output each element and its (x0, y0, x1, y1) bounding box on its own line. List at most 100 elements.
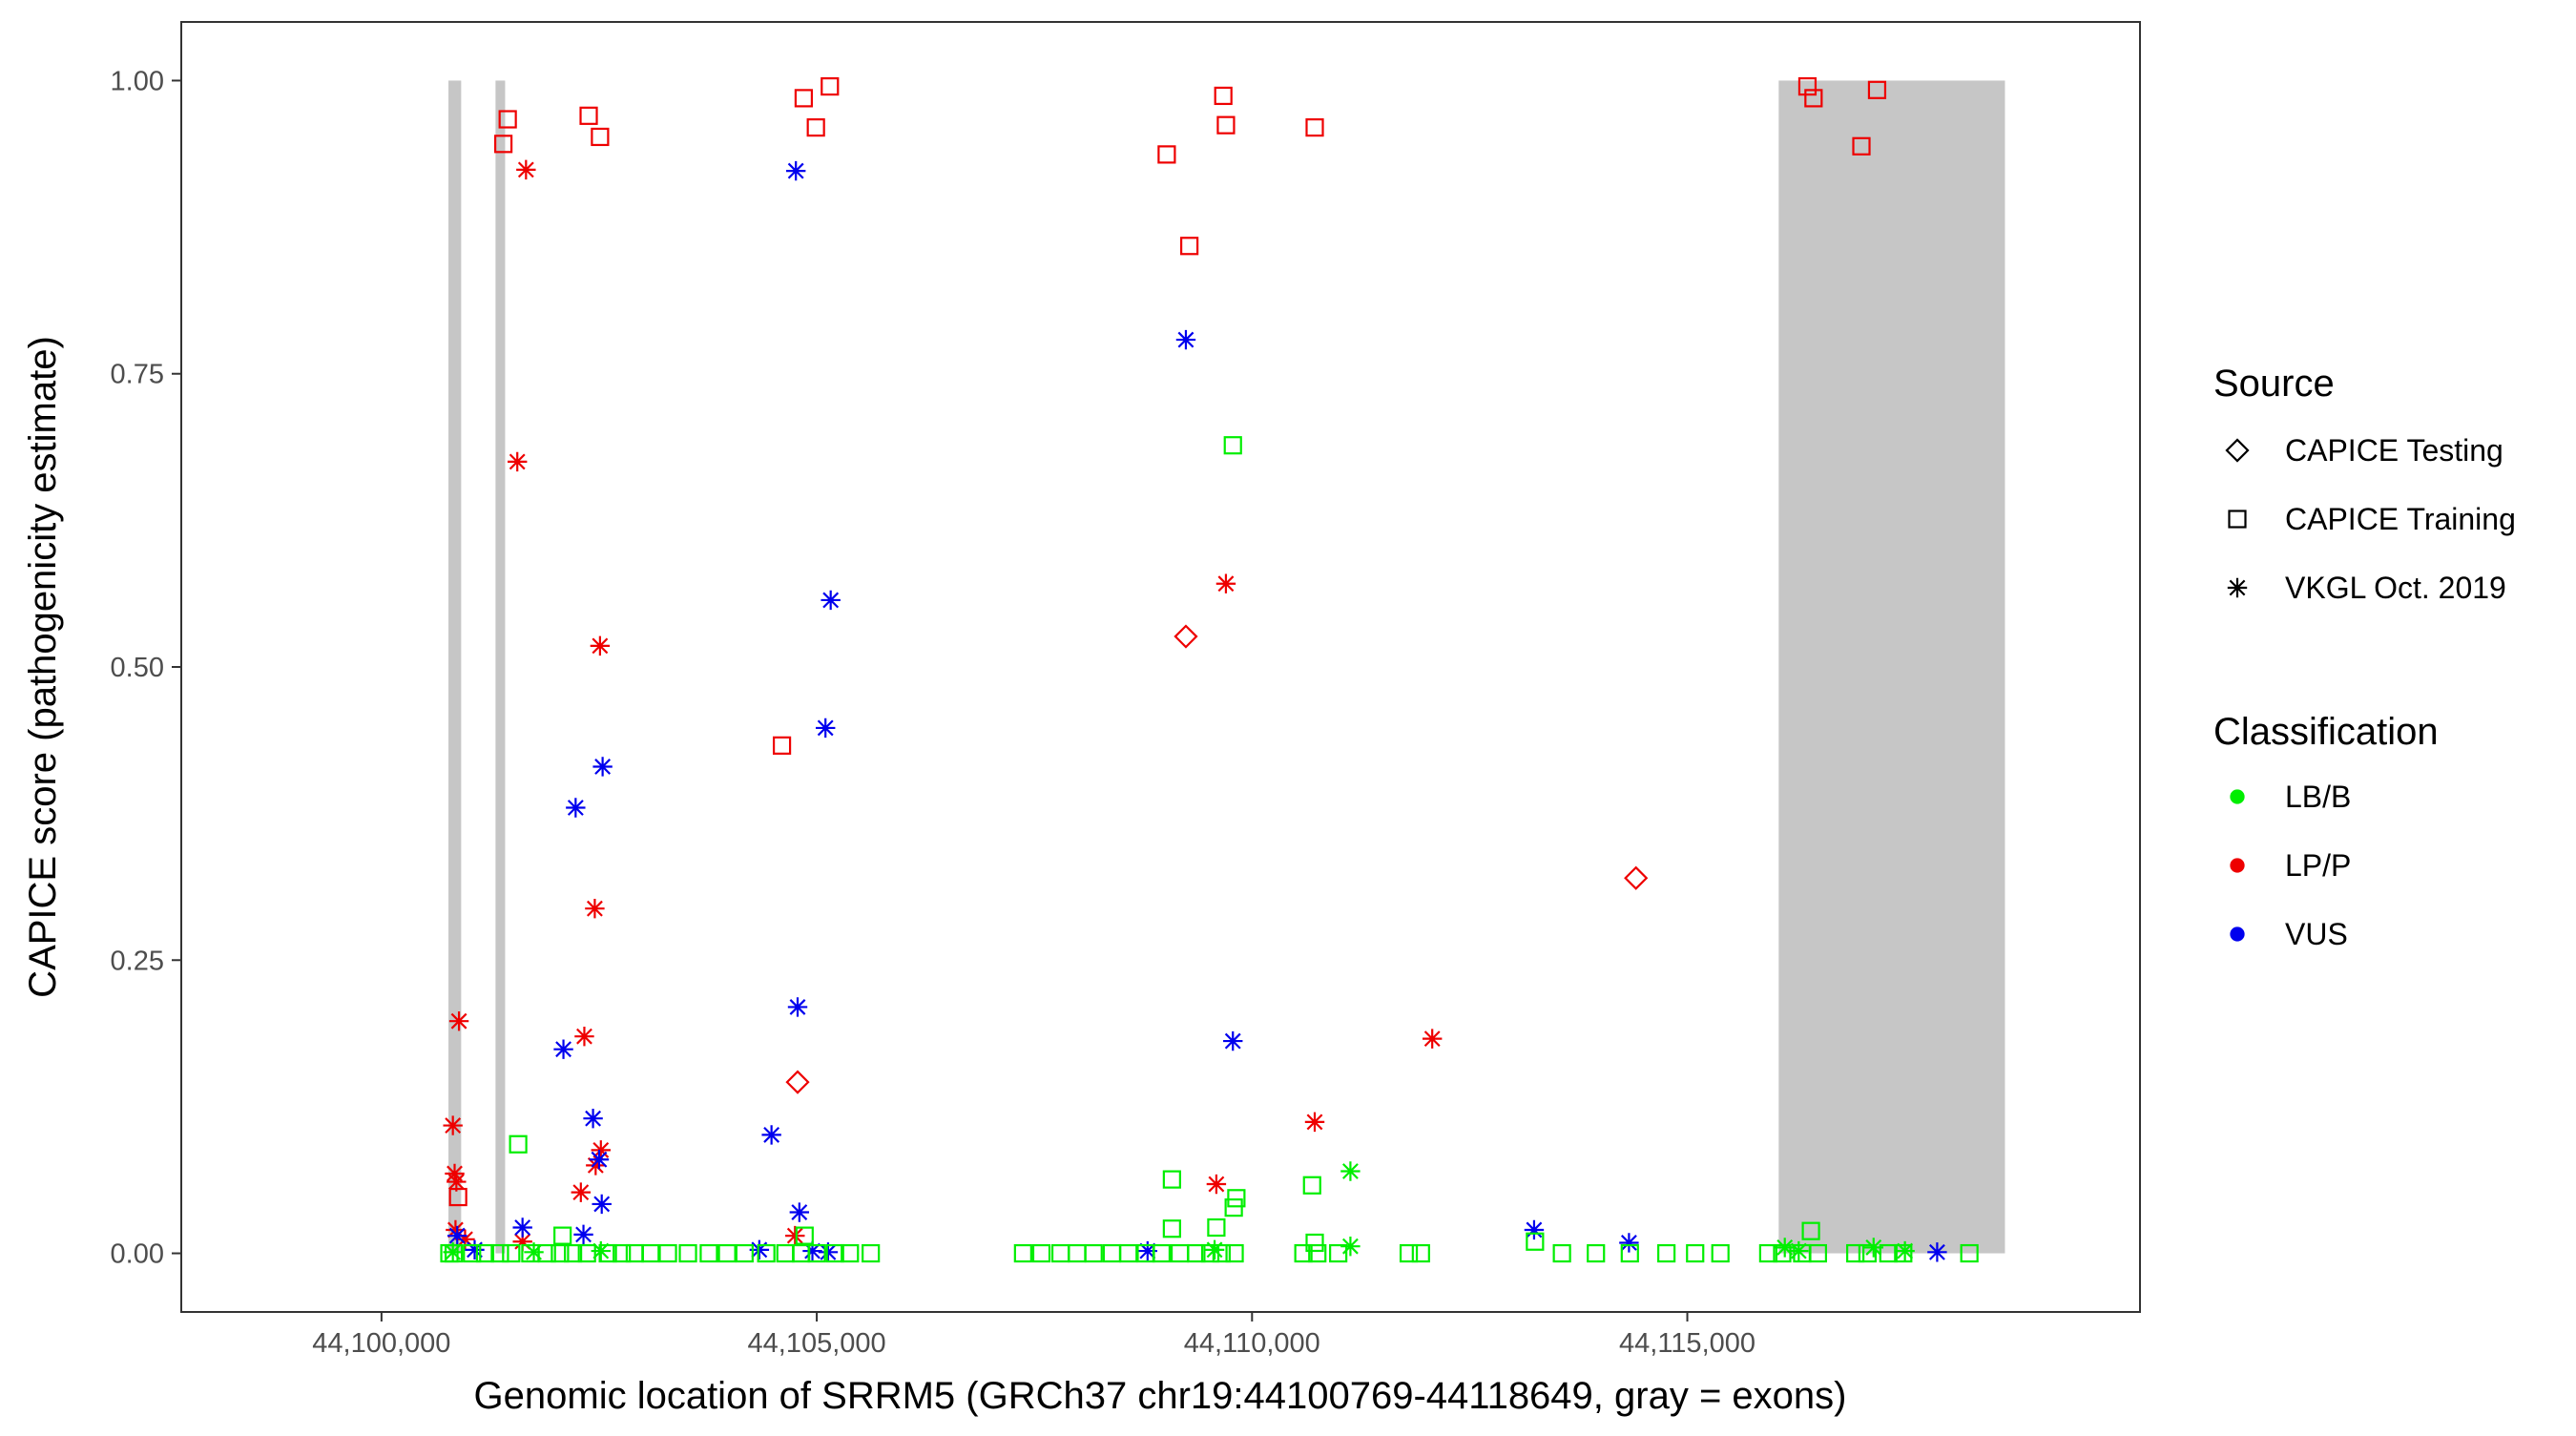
legend-key-square (2228, 510, 2247, 529)
legend-source-label: CAPICE Testing (2285, 433, 2503, 468)
x-tick-label: 44,115,000 (1619, 1328, 1755, 1359)
data-point (590, 635, 611, 656)
data-point (1863, 1238, 1883, 1258)
data-point (749, 1239, 770, 1260)
data-point (1867, 80, 1887, 99)
data-point (1960, 1243, 1979, 1263)
data-point (475, 1243, 495, 1263)
data-point (789, 1202, 810, 1222)
data-point (1804, 89, 1823, 108)
data-point (1206, 1174, 1227, 1195)
data-point (1225, 1243, 1244, 1263)
data-point (816, 718, 836, 739)
data-point (1399, 1243, 1419, 1263)
data-point (553, 1039, 573, 1059)
data-point (1846, 1243, 1865, 1263)
legend-class-label: LP/P (2285, 848, 2351, 883)
x-axis-title: Genomic location of SRRM5 (GRCh37 chr19:… (474, 1375, 1847, 1417)
data-point (1657, 1243, 1676, 1263)
data-point (574, 1026, 594, 1047)
data-point (1797, 76, 1818, 96)
data-point (678, 1243, 697, 1263)
data-point (785, 1070, 810, 1094)
legend-key-dot (2230, 926, 2245, 942)
data-point (566, 798, 586, 818)
data-point (443, 1242, 463, 1262)
exon-region (1778, 80, 2005, 1254)
data-point (613, 1243, 632, 1263)
data-point (1526, 1232, 1545, 1251)
data-point (1180, 237, 1199, 256)
legend-source-label: CAPICE Training (2285, 502, 2516, 536)
data-point (1162, 1219, 1181, 1238)
data-point (1775, 1238, 1795, 1258)
x-tick-label: 44,110,000 (1184, 1328, 1320, 1359)
data-point (591, 127, 610, 147)
data-point (563, 1243, 583, 1263)
data-point (445, 1163, 465, 1184)
data-point (463, 1243, 482, 1263)
data-point (1031, 1243, 1051, 1263)
data-point (443, 1115, 463, 1135)
data-point (1227, 1189, 1246, 1208)
data-point (821, 76, 840, 96)
data-point (1858, 1243, 1878, 1263)
data-point (494, 135, 513, 154)
data-point (772, 736, 792, 755)
data-point (583, 1109, 603, 1129)
data-point (841, 1243, 860, 1263)
data-point (1340, 1161, 1361, 1181)
data-point (862, 1243, 881, 1263)
data-point (761, 1125, 781, 1145)
data-point (1305, 118, 1324, 137)
data-point (573, 1224, 593, 1245)
data-point (509, 1134, 528, 1154)
legend-key-star (2227, 577, 2248, 598)
legend-class-label: LB/B (2285, 780, 2351, 814)
data-point (1223, 436, 1242, 455)
data-point (490, 1243, 509, 1263)
data-point (551, 1243, 570, 1263)
data-point (537, 1243, 556, 1263)
data-point (586, 1155, 606, 1176)
y-tick-label: 0.25 (111, 946, 164, 976)
data-point (802, 1240, 822, 1261)
data-point (1411, 1243, 1430, 1263)
data-point (508, 451, 528, 472)
y-tick-label: 0.50 (111, 653, 164, 683)
data-point (1084, 1243, 1103, 1263)
data-point (1620, 1243, 1639, 1263)
data-point (1808, 1243, 1827, 1263)
data-point (1013, 1243, 1032, 1263)
data-point (794, 89, 813, 108)
data-point (1157, 145, 1176, 164)
legend-class-items: LB/B LP/P VUS (2230, 780, 2351, 951)
data-point (699, 1243, 718, 1263)
exon-layer (448, 80, 2005, 1254)
legend-source-title: Source (2213, 363, 2335, 405)
data-point (1686, 1243, 1705, 1263)
legend-key-diamond (2225, 438, 2250, 463)
data-point (1422, 1029, 1443, 1049)
data-point (1212, 1243, 1231, 1263)
exon-region (448, 80, 462, 1254)
data-point (1224, 1198, 1243, 1217)
data-point (1308, 1243, 1327, 1263)
data-point (1304, 1112, 1325, 1133)
data-point (1624, 865, 1649, 890)
data-point (1801, 1221, 1820, 1240)
y-tick-label: 1.00 (111, 66, 164, 96)
data-point (1305, 1233, 1324, 1253)
y-tick-label: 0.75 (111, 360, 164, 390)
data-point (1758, 1243, 1777, 1263)
exon-region (495, 80, 506, 1254)
data-point (553, 1226, 572, 1245)
data-point (465, 1239, 485, 1260)
x-tick-label: 44,105,000 (748, 1328, 886, 1359)
data-point (785, 1225, 805, 1246)
data-point (1927, 1242, 1947, 1262)
data-point (524, 1242, 544, 1262)
data-point (1619, 1233, 1639, 1253)
